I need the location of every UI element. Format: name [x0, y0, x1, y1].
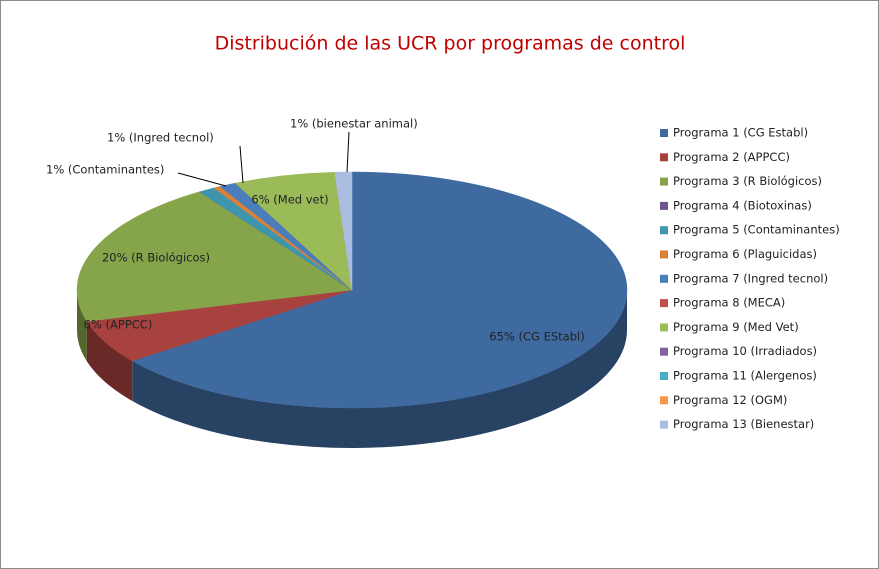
legend-label: Programa 5 (Contaminantes) [673, 223, 840, 237]
legend-swatch [660, 347, 668, 356]
data-label: 1% (Ingred tecnol) [107, 131, 214, 145]
legend-label: Programa 10 (Irradiados) [673, 344, 817, 358]
leader-line [239, 145, 244, 184]
legend-swatch [660, 396, 668, 405]
data-label: 6% (Med vet) [251, 193, 328, 207]
legend-swatch [660, 420, 668, 429]
data-label: 65% (CG EStabl) [489, 330, 584, 344]
legend-label: Programa 8 (MECA) [673, 296, 785, 310]
legend-label: Programa 6 (Plaguicidas) [673, 247, 817, 261]
legend-swatch [660, 250, 668, 259]
legend-label: Programa 7 (Ingred tecnol) [673, 271, 828, 285]
data-label: 1% (Contaminantes) [46, 163, 164, 177]
legend-label: Programa 12 (OGM) [673, 393, 787, 407]
legend-swatch [660, 372, 668, 380]
legend-swatch [660, 153, 668, 162]
legend-label: Programa 1 (CG Establ) [673, 126, 808, 140]
slice [131, 171, 628, 409]
legend-swatch [660, 177, 668, 186]
data-label: 1% (bienestar animal) [290, 117, 418, 131]
legend-label: Programa 2 (APPCC) [673, 150, 790, 164]
slice-side [132, 290, 627, 449]
slice [76, 191, 353, 322]
legend-swatch [660, 323, 668, 332]
slice-side [77, 290, 87, 362]
legend-label: Programa 3 (R Biológicos) [673, 174, 822, 188]
slice [334, 171, 353, 291]
legend-label: Programa 11 (Alergenos) [673, 369, 817, 383]
data-label: 20% (R Biológicos) [102, 251, 210, 265]
chart-title: Distribución de las UCR por programas de… [215, 33, 686, 55]
legend-swatch [660, 299, 668, 308]
leader-line [177, 172, 227, 187]
legend-swatch [660, 226, 668, 235]
slice-side [86, 321, 133, 401]
legend-swatch [660, 274, 668, 283]
legend-label: Programa 4 (Biotoxinas) [673, 198, 812, 212]
leader-line [346, 131, 350, 173]
legend-label: Programa 13 (Bienestar) [673, 417, 814, 431]
data-label: 6% (APPCC) [84, 318, 153, 332]
legend-label: Programa 9 (Med Vet) [673, 320, 799, 334]
legend-swatch [660, 129, 668, 137]
legend-swatch [660, 201, 668, 210]
